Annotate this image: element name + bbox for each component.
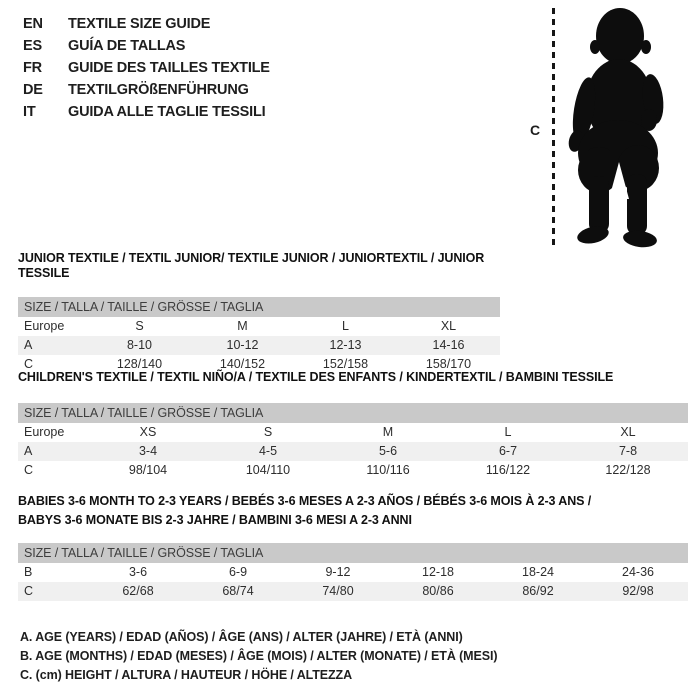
size-cell: 5-6 — [378, 444, 398, 458]
size-cell: 6-7 — [498, 444, 518, 458]
table-rows: Europe S M L XL A 8-10 10-12 12-13 14-16 C 128/140 1… — [18, 317, 500, 374]
table-title-line: CHILDREN'S TEXTILE / TEXTIL NIÑO/A / TEX… — [18, 370, 614, 384]
table-row: Europe S M L XL — [18, 317, 500, 336]
language-row: EN TEXTILE SIZE GUIDE — [23, 13, 270, 35]
size-cell: 80/86 — [422, 584, 454, 598]
size-cell: 62/68 — [122, 584, 154, 598]
size-cell: 140/152 — [219, 357, 266, 371]
size-cell: 158/170 — [425, 357, 472, 371]
size-cell: 18-24 — [522, 565, 554, 579]
table-row: C 128/140 140/152 152/158 158/170 — [18, 355, 500, 374]
table-row: B 3-6 6-9 9-12 12-18 18-24 24-36 — [18, 563, 688, 582]
size-cell: XS — [139, 425, 157, 439]
size-cell: L — [504, 425, 512, 439]
size-cell: 122/128 — [605, 463, 651, 477]
language-row: FR GUIDE DES TAILLES TEXTILE — [23, 57, 270, 79]
row-label: Europe — [24, 319, 65, 333]
size-cell: 68/74 — [222, 584, 254, 598]
language-row: ES GUÍA DE TALLAS — [23, 35, 270, 57]
table-rows: Europe XS S M L XL A 3-4 4-5 5-6 6-7 7-8 C 98/104 104/… — [18, 423, 688, 480]
size-cell: S — [263, 425, 273, 439]
babies-textile-section: BABIES 3-6 MONTH TO 2-3 YEARS / BEBÉS 3-… — [18, 492, 688, 601]
size-cell: 92/98 — [622, 584, 654, 598]
row-label: Europe — [24, 425, 65, 439]
size-cell: S — [135, 319, 144, 333]
table-header-bar: SIZE / TALLA / TAILLE / GRÖSSE / TAGLIA — [18, 543, 688, 563]
row-label: C — [24, 584, 34, 598]
size-cell: 12-13 — [329, 338, 362, 352]
childrens-textile-section: CHILDREN'S TEXTILE / TEXTIL NIÑO/A / TEX… — [18, 370, 688, 480]
footnote-c: C. (cm) HEIGHT / ALTURA / HAUTEUR / HÖHE… — [20, 668, 353, 682]
row-label: C — [24, 463, 34, 477]
table-title-line: JUNIOR TEXTILE / TEXTIL JUNIOR/ TEXTILE … — [18, 251, 485, 280]
language-row: DE TEXTILGRÖßENFÜHRUNG — [23, 79, 270, 101]
footnotes: A. AGE (YEARS) / EDAD (AÑOS) / ÂGE (ANS)… — [20, 628, 498, 685]
language-code: IT — [23, 104, 36, 120]
table-title: JUNIOR TEXTILE / TEXTIL JUNIOR/ TEXTILE … — [18, 251, 500, 281]
language-row: IT GUIDA ALLE TAGLIE TESSILI — [23, 101, 270, 123]
language-code: FR — [23, 60, 42, 76]
table-header-bar: SIZE / TALLA / TAILLE / GRÖSSE / TAGLIA — [18, 403, 688, 423]
table-title: CHILDREN'S TEXTILE / TEXTIL NIÑO/A / TEX… — [18, 370, 688, 385]
size-cell: XL — [620, 425, 636, 439]
guide-title-en: TEXTILE SIZE GUIDE — [68, 16, 211, 32]
size-cell: 8-10 — [126, 338, 153, 352]
language-code: EN — [23, 16, 43, 32]
size-cell: M — [382, 425, 394, 439]
guide-title-es: GUÍA DE TALLAS — [68, 38, 186, 54]
size-cell: 74/80 — [322, 584, 354, 598]
size-cell: 9-12 — [325, 565, 351, 579]
language-list: EN TEXTILE SIZE GUIDE ES GUÍA DE TALLAS … — [23, 13, 270, 123]
toddler-silhouette-icon — [568, 8, 664, 248]
size-cell: 104/110 — [245, 463, 291, 477]
junior-textile-section: JUNIOR TEXTILE / TEXTIL JUNIOR/ TEXTILE … — [18, 251, 500, 374]
row-label: C — [24, 357, 34, 371]
row-label: A — [24, 338, 33, 352]
size-cell: 7-8 — [618, 444, 638, 458]
size-cell: L — [342, 319, 349, 333]
table-title: BABIES 3-6 MONTH TO 2-3 YEARS / BEBÉS 3-… — [18, 492, 688, 530]
table-row: A 8-10 10-12 12-13 14-16 — [18, 336, 500, 355]
row-label: A — [24, 444, 33, 458]
footnote-a: A. AGE (YEARS) / EDAD (AÑOS) / ÂGE (ANS)… — [20, 630, 463, 644]
table-title-line: BABYS 3-6 MONATE BIS 2-3 JAHRE / BAMBINI… — [18, 513, 412, 527]
row-label: B — [24, 565, 33, 579]
footnote-b: B. AGE (MONTHS) / EDAD (MESES) / ÂGE (MO… — [20, 649, 498, 663]
size-cell: 152/158 — [322, 357, 369, 371]
table-row: C 62/68 68/74 74/80 80/86 86/92 92/98 — [18, 582, 688, 601]
size-cell: 110/116 — [366, 463, 410, 477]
language-code: DE — [23, 82, 43, 98]
table-title-line: BABIES 3-6 MONTH TO 2-3 YEARS / BEBÉS 3-… — [18, 494, 592, 508]
size-cell: 12-18 — [422, 565, 454, 579]
table-row: Europe XS S M L XL — [18, 423, 688, 442]
size-cell: 14-16 — [432, 338, 465, 352]
table-row: C 98/104 104/110 110/116 116/122 122/128 — [18, 461, 688, 480]
size-cell: 116/122 — [485, 463, 531, 477]
size-cell: 24-36 — [622, 565, 654, 579]
language-code: ES — [23, 38, 42, 54]
height-measure-label: C — [530, 122, 541, 138]
size-cell: 128/140 — [116, 357, 163, 371]
table-row: A 3-4 4-5 5-6 6-7 7-8 — [18, 442, 688, 461]
size-cell: 4-5 — [258, 444, 278, 458]
guide-title-it: GUIDA ALLE TAGLIE TESSILI — [68, 104, 266, 120]
size-cell: XL — [440, 319, 457, 333]
size-cell: 98/104 — [128, 463, 168, 477]
size-cell: 6-9 — [228, 565, 248, 579]
height-measure-dashed-line — [552, 8, 555, 245]
size-cell: M — [237, 319, 248, 333]
size-cell: 3-4 — [138, 444, 158, 458]
size-cell: 86/92 — [522, 584, 554, 598]
size-cell: 3-6 — [128, 565, 148, 579]
table-rows: B 3-6 6-9 9-12 12-18 18-24 24-36 C 62/68 68/74 74/… — [18, 563, 688, 601]
size-cell: 10-12 — [226, 338, 259, 352]
guide-title-fr: GUIDE DES TAILLES TEXTILE — [68, 60, 270, 76]
table-header-bar: SIZE / TALLA / TAILLE / GRÖSSE / TAGLIA — [18, 297, 500, 317]
guide-title-de: TEXTILGRÖßENFÜHRUNG — [68, 82, 249, 98]
